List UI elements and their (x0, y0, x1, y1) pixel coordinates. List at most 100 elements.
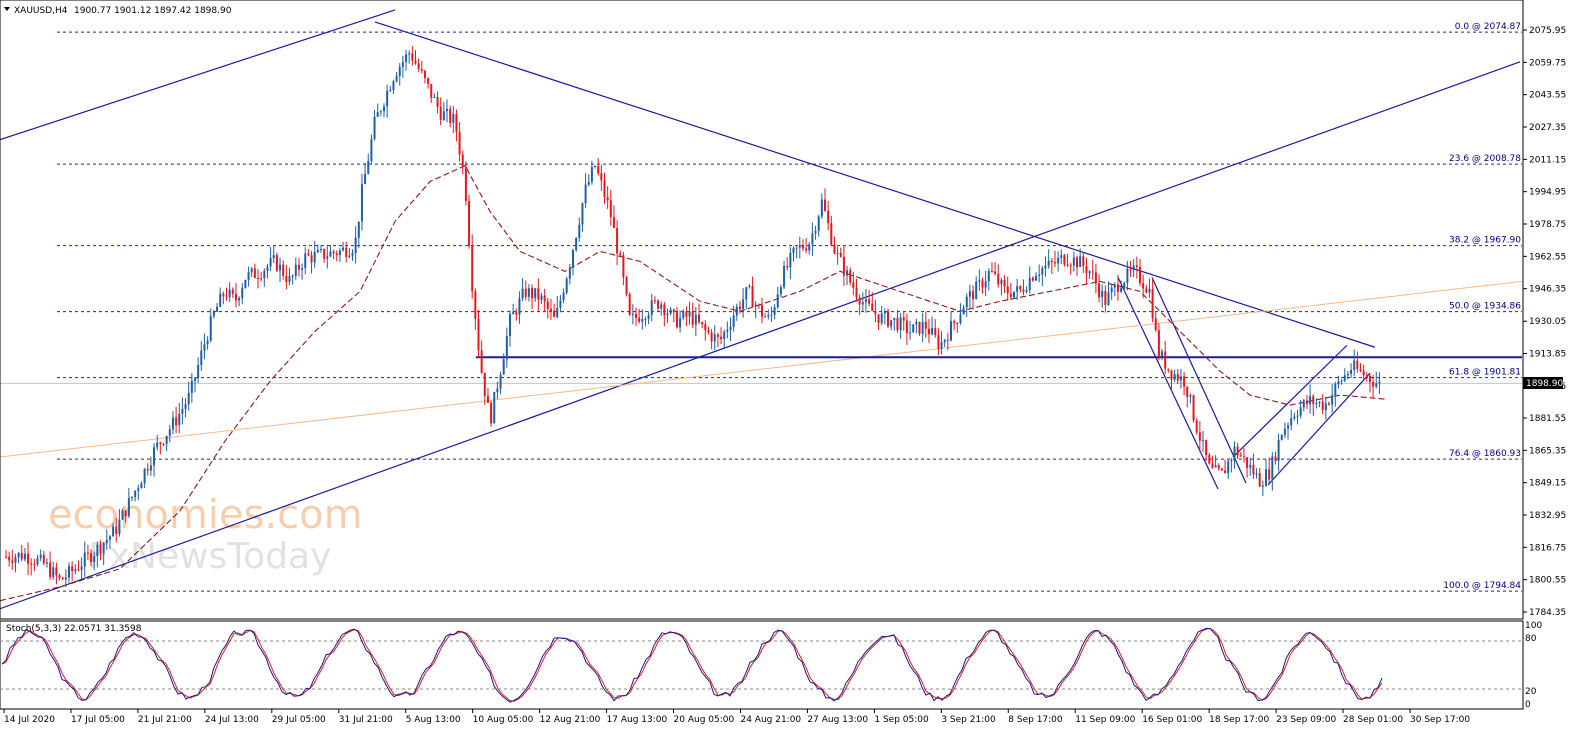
price-tick-label: 2059.75 (1529, 58, 1566, 68)
candle-bear (417, 63, 420, 70)
candle-bear (1066, 264, 1069, 266)
price-tick-label: 1832.95 (1529, 511, 1566, 521)
fibonacci-label: 23.6 @ 2008.78 (1449, 154, 1521, 164)
candle-bull (187, 392, 190, 405)
time-axis: 14 Jul 2020 17 Jul 05:00 21 Jul 21:00 24 Ju… (3, 709, 1470, 725)
candle-bear (8, 556, 11, 561)
candle-bull (238, 298, 241, 301)
candle-bear (638, 317, 641, 322)
candle-bear (458, 131, 461, 155)
candle-bull (194, 378, 196, 381)
stoch-axis: 100 80 20 0 (1525, 621, 1542, 710)
candle-bull (165, 435, 168, 444)
candle-bear (1076, 257, 1078, 267)
candle-bull (304, 253, 307, 269)
candle-bull (1179, 376, 1182, 381)
candle-bull (131, 497, 133, 499)
candle-bull (1340, 380, 1343, 382)
candle-bull (370, 138, 373, 162)
time-tick-label: 11 Sep 09:00 (1075, 715, 1135, 725)
candle-bear (1365, 375, 1368, 377)
candle-bull (1318, 401, 1321, 403)
candle-bull (940, 342, 943, 349)
candle-bear (1129, 268, 1132, 271)
candle-bull (1072, 257, 1075, 266)
candle-bull (383, 106, 385, 112)
candle-bull (379, 111, 382, 113)
candle-bear (918, 321, 921, 334)
candle-bull (112, 526, 115, 537)
candle-bear (335, 253, 338, 256)
candle-bull (650, 300, 653, 315)
candle-bear (27, 553, 30, 564)
time-tick-label: 3 Sep 21:00 (941, 715, 996, 725)
candle-bear (61, 577, 64, 580)
price-tick-label: 2043.55 (1529, 91, 1566, 101)
candle-bear (657, 300, 660, 309)
candle-bull (14, 557, 17, 563)
candle-bull (732, 315, 735, 327)
candle-bear (436, 96, 439, 107)
collapse-arrow-icon[interactable] (4, 7, 10, 11)
candle-bear (1003, 280, 1006, 287)
candle-bull (975, 281, 978, 300)
candle-bear (225, 296, 228, 298)
candle-bear (1069, 265, 1072, 267)
candle-bull (962, 307, 965, 315)
candle-bear (761, 305, 763, 317)
candle-bear (1167, 368, 1170, 371)
candle-bull (1038, 274, 1041, 276)
candle-bear (1142, 283, 1145, 289)
candle-bull (52, 567, 55, 577)
candle-bear (663, 304, 666, 316)
candle-bull (446, 108, 448, 112)
candle-bull (134, 490, 137, 498)
candle-bear (606, 197, 609, 201)
candle-bull (773, 307, 776, 315)
time-tick-label: 28 Sep 01:00 (1343, 715, 1403, 725)
candle-bear (622, 255, 625, 278)
current-price-tag: 1898.90 (1523, 377, 1563, 389)
candle-bear (691, 311, 694, 325)
trendline-wedge-1 (1117, 277, 1219, 490)
candle-bull (156, 442, 159, 448)
stoch-axis-0: 0 (1525, 700, 1531, 710)
candle-bear (905, 320, 908, 334)
candle-bull (814, 230, 817, 234)
candle-bear (90, 553, 93, 562)
candle-bull (965, 296, 968, 308)
candle-bear (1192, 395, 1195, 421)
stoch-axis-20: 20 (1525, 687, 1537, 697)
candle-bear (546, 301, 549, 309)
candle-bull (219, 293, 222, 307)
candles (5, 46, 1381, 588)
stoch-main-line (1, 627, 1383, 703)
candle-bear (11, 560, 14, 563)
candle-bull (1331, 394, 1334, 405)
current-price-label: 1898.90 (1526, 379, 1563, 389)
candle-bull (408, 53, 411, 55)
candle-bull (405, 54, 408, 62)
candle-bear (597, 166, 600, 174)
candle-bull (893, 317, 896, 321)
candle-bull (1110, 287, 1113, 293)
candle-bear (1186, 386, 1189, 397)
candle-bull (641, 318, 644, 322)
candle-bull (83, 552, 86, 567)
candle-bull (931, 328, 934, 335)
candle-bull (1214, 465, 1217, 468)
candle-bull (764, 316, 767, 318)
candle-bull (1343, 375, 1346, 381)
candle-bull (320, 249, 322, 251)
trendline-falling-resistance (374, 21, 1376, 348)
candle-bear (257, 277, 259, 279)
candle-bear (858, 297, 861, 305)
candle-bear (449, 108, 452, 123)
candle-bear (1009, 293, 1012, 298)
candle-bull (1249, 465, 1252, 468)
candle-bull (748, 286, 751, 288)
candle-bear (543, 295, 546, 302)
candle-bear (1022, 289, 1025, 292)
candle-bear (751, 286, 754, 307)
